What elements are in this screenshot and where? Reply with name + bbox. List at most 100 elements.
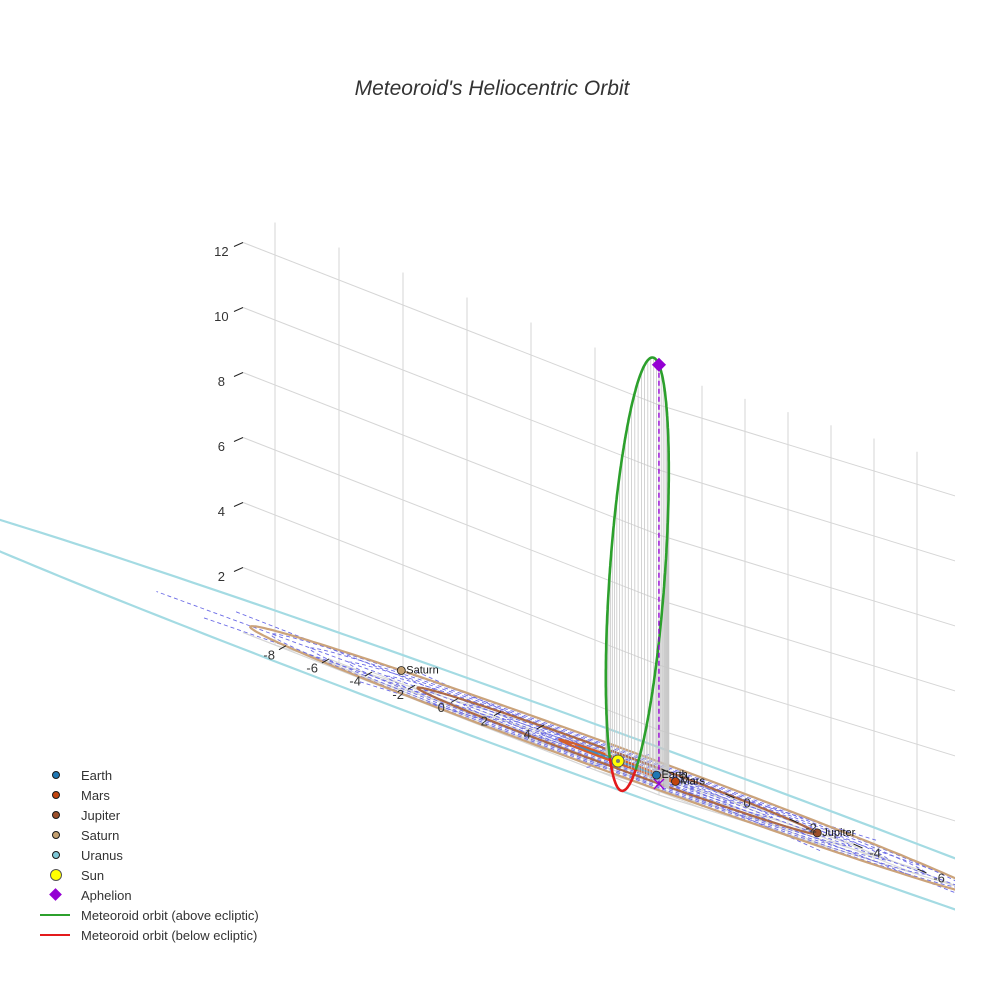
y-tick-label-mark: [917, 868, 927, 874]
legend-label: Mars: [81, 787, 110, 803]
z-tick-label-mark: [233, 502, 244, 507]
legend-item[interactable]: Jupiter: [36, 805, 259, 825]
planet-label-saturn: Saturn: [406, 665, 438, 677]
y-tick-label-mark: [853, 843, 863, 849]
back-wall-grid-z: [658, 599, 955, 692]
legend-label: Jupiter: [81, 807, 121, 823]
z-tick-label: 2: [218, 569, 225, 584]
legend-symbol-dot: [36, 765, 76, 785]
meteoroid-orbit-below: [608, 757, 637, 793]
planet-marker-mars: [671, 777, 680, 786]
chart-title: Meteoroid's Heliocentric Orbit: [355, 77, 631, 100]
x-tick-label-mark: [450, 698, 459, 703]
legend-symbol-sun: [36, 865, 76, 885]
x-tick-label-mark: [536, 724, 545, 730]
z-tick-label: 8: [218, 374, 225, 389]
legend-item[interactable]: Meteoroid orbit (below ecliptic): [36, 925, 259, 945]
orbit-saturn: [249, 625, 955, 891]
z-tick-label-mark: [233, 307, 244, 312]
z-tick-label: 12: [214, 244, 228, 259]
back-wall-grid-z: [658, 404, 955, 497]
legend-item[interactable]: Earth: [36, 765, 259, 785]
legend-label: Meteoroid orbit (above ecliptic): [81, 907, 259, 923]
legend-swatch: [49, 888, 62, 901]
floor-grid-y: [658, 794, 955, 887]
ecliptic-spoke: [202, 616, 619, 762]
z-tick-label-mark: [233, 437, 244, 442]
y-tick-label-mark: [725, 793, 735, 799]
back-wall-grid-z: [658, 729, 955, 822]
legend-item[interactable]: Mars: [36, 785, 259, 805]
planet-label-mars: Mars: [681, 776, 706, 788]
legend-symbol-dot: [36, 845, 76, 865]
side-wall-grid-z: [242, 372, 660, 536]
y-tick-label: -6: [933, 871, 945, 886]
legend-label: Earth: [81, 767, 113, 783]
x-tick-label-mark: [321, 658, 330, 664]
legend-symbol-dot: [36, 785, 76, 805]
x-tick-label: 0: [438, 700, 445, 715]
ecliptic-spoke: [156, 591, 619, 762]
legend-item[interactable]: Meteoroid orbit (above ecliptic): [36, 905, 259, 925]
x-tick-label: -2: [392, 687, 404, 702]
z-tick-label: 6: [218, 439, 225, 454]
legend: Earth Mars Jupiter Saturn Uranus Sun Aphelion M…: [36, 765, 259, 945]
legend-swatch: [52, 851, 60, 859]
x-tick-label: -8: [263, 647, 275, 662]
x-tick-label-mark: [407, 684, 416, 690]
ecliptic-spoke: [617, 760, 955, 878]
x-tick-label: 2: [481, 713, 488, 728]
legend-label: Uranus: [81, 847, 123, 863]
legend-symbol-dot: [36, 825, 76, 845]
planet-marker-earth: [652, 770, 661, 780]
z-tick-label: 4: [218, 504, 225, 519]
sun-core: [616, 759, 620, 763]
legend-swatch: [40, 934, 70, 936]
z-tick-label-mark: [233, 567, 244, 572]
legend-swatch: [52, 831, 60, 839]
axis-ticks: -8 -6 -4 -2 0 2 4 -6 -4 -2 0 2 2 4 6 8 10 12: [214, 242, 945, 886]
planet-marker-jupiter: [812, 828, 822, 838]
y-tick-label: -2: [805, 821, 817, 836]
legend-label: Aphelion: [81, 887, 132, 903]
ecliptic-spoke: [617, 760, 955, 886]
back-wall-grid-z: [658, 534, 955, 627]
legend-swatch: [52, 811, 60, 819]
legend-item[interactable]: Sun: [36, 865, 259, 885]
legend-symbol-diamond: [36, 885, 76, 905]
ecliptic-spoke: [233, 610, 619, 762]
meteoroid-orbit-above: [634, 364, 671, 771]
orbit-uranus: [0, 518, 955, 911]
legend-swatch: [52, 791, 60, 799]
back-wall-grid-z: [658, 469, 955, 562]
legend-item[interactable]: Aphelion: [36, 885, 259, 905]
legend-item[interactable]: Uranus: [36, 845, 259, 865]
ecliptic-ring: [309, 647, 927, 875]
legend-symbol-line: [36, 905, 76, 925]
legend-swatch: [52, 771, 60, 779]
legend-label: Meteoroid orbit (below ecliptic): [81, 927, 258, 943]
z-tick-label-mark: [233, 242, 244, 247]
legend-symbol-line: [36, 925, 76, 945]
scene-3d: Earth Mars Jupiter Saturn: [0, 222, 955, 911]
legend-symbol-dot: [36, 805, 76, 825]
back-wall-grid-z: [658, 664, 955, 757]
y-tick-label-mark: [789, 818, 799, 824]
aphelion-marker: [651, 357, 667, 372]
planet-marker-saturn: [396, 666, 406, 675]
x-tick-label-mark: [493, 711, 502, 717]
side-wall-grid-z: [242, 242, 660, 406]
meteoroid-orbit-above: [604, 356, 661, 759]
side-wall-grid-z: [242, 502, 660, 666]
x-tick-label: 4: [524, 727, 531, 742]
y-tick-label: 2: [679, 771, 686, 786]
x-tick-label-mark: [364, 671, 373, 677]
legend-swatch: [40, 914, 70, 916]
legend-item[interactable]: Saturn: [36, 825, 259, 845]
side-wall-grid-z: [242, 307, 660, 471]
legend-label: Sun: [81, 867, 105, 883]
x-tick-label: -4: [349, 674, 361, 689]
aphelion-projection-marker: [653, 778, 665, 790]
legend-swatch: [50, 869, 62, 881]
